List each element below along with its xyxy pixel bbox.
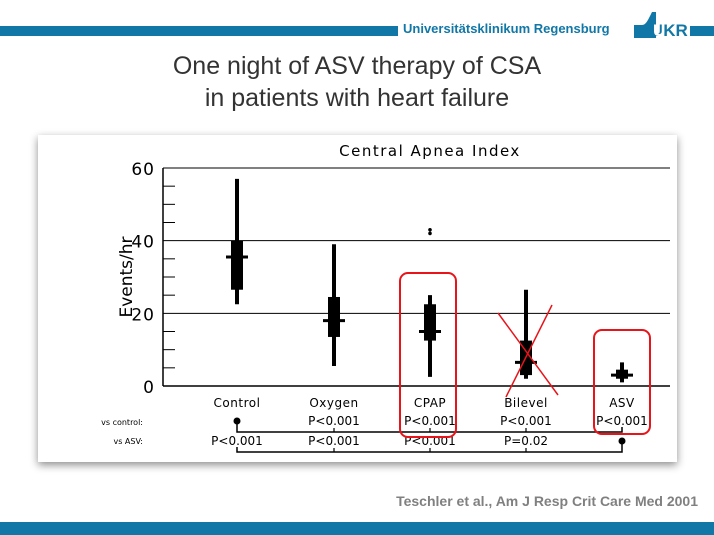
chart-title: Central Apnea Index [339, 142, 521, 160]
citation: Teschler et al., Am J Resp Crit Care Med… [396, 493, 698, 509]
outlier-point [428, 231, 432, 236]
y-axis-label: Events/hr [117, 236, 137, 317]
bilevel-cross-line [505, 304, 553, 398]
y-tick-label: 20 [131, 305, 155, 325]
y-tick-label: 40 [131, 233, 155, 253]
category-label: Bilevel [504, 396, 548, 410]
vs-control-pvalue: P<0.001 [404, 414, 456, 428]
y-tick-label: 60 [131, 160, 155, 180]
category-label: Control [214, 396, 261, 410]
vs-asv-pvalue: P<0.001 [211, 434, 263, 448]
header-bar-right [690, 26, 714, 36]
vs-control-label: vs control: [101, 418, 143, 427]
svg-text:U: U [653, 21, 665, 38]
box [424, 304, 436, 341]
category-label: ASV [609, 396, 635, 410]
institution-name: Universitätsklinikum Regensburg [403, 21, 610, 36]
central-apnea-chart: Central Apnea Index 0 20 40 60 Events/hr Contr… [101, 142, 670, 453]
category-label: Oxygen [309, 396, 358, 410]
asv-highlight-box [593, 329, 651, 435]
box [231, 240, 243, 290]
footer-bar [0, 522, 714, 535]
vs-control-pvalue: P<0.001 [596, 414, 648, 428]
vs-asv-label: vs ASV: [113, 437, 143, 446]
cpap-highlight-box [399, 272, 457, 438]
vs-asv-pvalue: P<0.001 [308, 434, 360, 448]
y-tick-label: 0 [143, 378, 155, 398]
ukr-logo: UKR U [634, 12, 688, 38]
box [328, 296, 340, 337]
chart-panel: Central Apnea Index 0 20 40 60 Events/hr Contr… [38, 135, 677, 462]
outlier-point [428, 227, 432, 232]
slide-title: One night of ASV therapy of CSA in patie… [172, 52, 542, 112]
vs-control-pvalue: P<0.001 [500, 414, 552, 428]
category-label: CPAP [414, 396, 446, 410]
vs-asv-pvalue: P=0.02 [504, 434, 548, 448]
logo-text: UKR [651, 21, 688, 38]
vs-control-pvalue: P<0.001 [308, 414, 360, 428]
header-bar-left [0, 26, 398, 36]
